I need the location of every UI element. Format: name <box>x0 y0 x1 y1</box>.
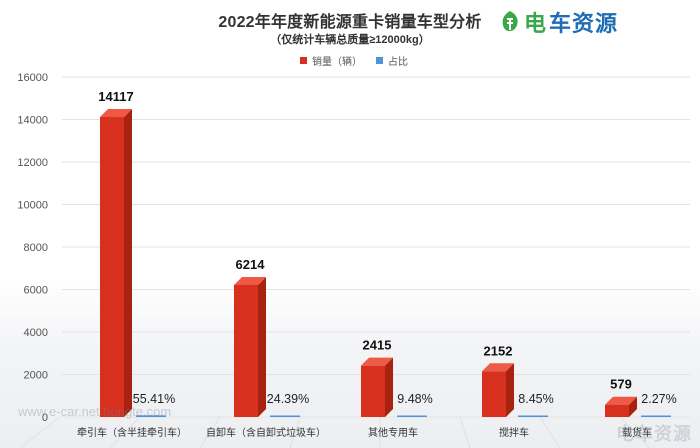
y-tick-label: 2000 <box>24 370 48 382</box>
sales-bar <box>234 284 258 417</box>
logo-text-green: 电 <box>524 11 548 36</box>
sales-bar <box>361 365 385 417</box>
legend-label-share: 占比 <box>388 57 408 68</box>
legend-swatch-share <box>376 57 383 64</box>
leaf-plug-icon <box>498 9 522 35</box>
bar-side <box>385 357 393 417</box>
share-bar <box>641 415 671 417</box>
floor-line <box>539 416 561 448</box>
floor-line <box>199 416 221 448</box>
floor-line <box>19 416 61 448</box>
chart-subtitle: （仅统计车辆总质量≥12000kg） <box>270 34 430 46</box>
chart-legend: 销量（辆） 占比 <box>300 53 408 68</box>
share-bar <box>397 415 427 417</box>
sales-bar <box>100 117 124 418</box>
bar-top <box>605 396 637 405</box>
sales-bar <box>482 371 506 417</box>
share-value-label: 24.39% <box>267 392 309 406</box>
legend-swatch-sales <box>300 57 307 64</box>
bar-top <box>361 357 393 366</box>
sales-value-label: 2415 <box>363 338 392 353</box>
watermark-left: www.e-car.net hongte.com <box>18 404 172 419</box>
floor-line <box>619 416 651 448</box>
y-tick-label: 14000 <box>17 115 48 127</box>
sales-value-label: 14117 <box>98 89 133 104</box>
y-tick-label: 8000 <box>24 242 48 254</box>
bar-side <box>629 396 637 417</box>
share-bar <box>270 415 300 417</box>
brand-logo: 电 车资源 <box>498 8 618 36</box>
sales-value-label: 6214 <box>236 257 266 272</box>
sales-value-label: 2152 <box>484 343 513 358</box>
share-bar <box>136 415 166 417</box>
y-tick-label: 12000 <box>17 157 48 169</box>
share-bar <box>518 415 548 417</box>
chart-title: 2022年年度新能源重卡销量车型分析 <box>218 14 482 31</box>
bar-top <box>234 276 266 285</box>
logo-text-blue: 车资源 <box>549 11 619 36</box>
category-label: 自卸车（含自卸式垃圾车） <box>206 426 326 439</box>
bar-side <box>124 109 132 418</box>
category-label: 牵引车（含半挂牵引车） <box>77 426 187 439</box>
sales-bar <box>605 404 629 417</box>
y-tick-label: 16000 <box>17 72 48 84</box>
bar-top <box>100 109 132 118</box>
category-label: 载货车 <box>622 426 652 439</box>
sales-value-label: 579 <box>610 377 632 392</box>
category-label: 搅拌车 <box>499 426 529 439</box>
share-value-label: 2.27% <box>641 392 676 406</box>
watermark-right: 电车资源 <box>616 424 692 444</box>
legend-item-share: 占比 <box>376 53 408 68</box>
share-value-label: 8.45% <box>518 392 553 406</box>
floor-line <box>289 416 301 448</box>
y-tick-label: 4000 <box>24 327 48 339</box>
y-tick-label: 6000 <box>24 285 48 297</box>
y-tick-label: 0 <box>42 412 48 424</box>
y-tick-label: 10000 <box>17 200 48 212</box>
legend-item-sales: 销量（辆） <box>300 53 362 68</box>
share-value-label: 55.41% <box>133 392 175 406</box>
bar-side <box>506 363 514 417</box>
floor-line <box>459 416 471 448</box>
bar-side <box>258 276 266 417</box>
legend-label-sales: 销量（辆） <box>312 57 362 68</box>
bar-top <box>482 363 514 372</box>
category-label: 其他专用车 <box>368 426 418 439</box>
floor-line <box>109 416 141 448</box>
share-value-label: 9.48% <box>397 392 432 406</box>
